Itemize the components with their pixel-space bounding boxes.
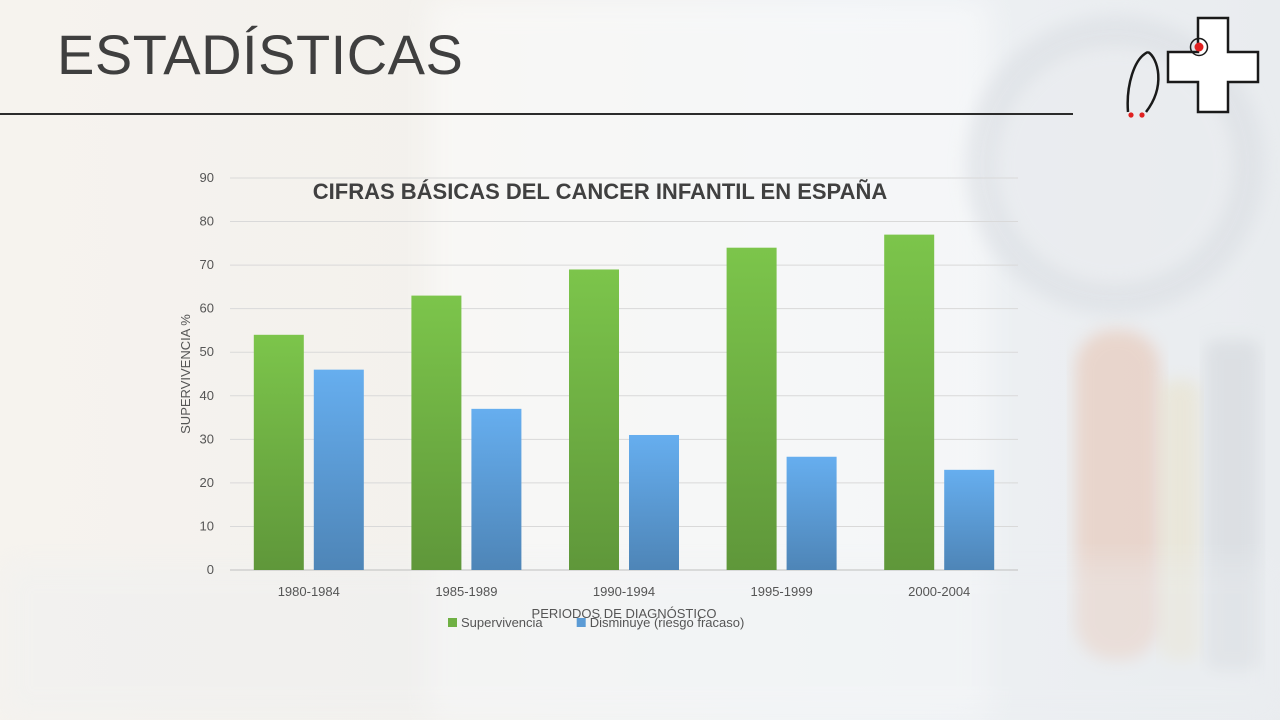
y-tick-label: 50 [200, 344, 214, 359]
bar-supervivencia-2000-2004 [884, 234, 935, 570]
legend-swatch [448, 618, 457, 627]
y-tick-label: 30 [200, 431, 214, 446]
bar-disminuye-1980-1984 [313, 369, 364, 570]
bar-disminuye-1990-1994 [629, 434, 679, 570]
x-tick-label: 1980-1984 [278, 584, 340, 599]
bar-supervivencia-1985-1989 [411, 295, 462, 570]
bar-supervivencia-1980-1984 [253, 334, 304, 570]
y-axis-ticks: 0 10 20 30 40 50 60 70 80 90 [200, 170, 214, 577]
y-tick-label: 80 [200, 214, 214, 229]
chart-title: CIFRAS BÁSICAS DEL CANCER INFANTIL EN ES… [313, 179, 888, 204]
medical-cross-stethoscope-icon [1126, 16, 1260, 118]
bar-disminuye-1985-1989 [471, 408, 522, 570]
legend-entry: Disminuye (riesgo fracaso) [590, 615, 745, 630]
title-divider [0, 113, 1073, 115]
bar-disminuye-1995-1999 [786, 456, 837, 570]
legend-swatch [576, 618, 586, 627]
x-tick-label: 1985-1989 [435, 584, 497, 599]
x-tick-label: 1995-1999 [751, 584, 813, 599]
bar-supervivencia-1995-1999 [726, 247, 777, 570]
x-tick-label: 2000-2004 [908, 584, 970, 599]
legend-entry: Supervivencia [461, 615, 543, 630]
x-tick-label: 1990-1994 [593, 584, 655, 599]
y-tick-label: 90 [200, 170, 214, 185]
bar-disminuye-2000-2004 [944, 469, 995, 570]
y-tick-label: 10 [200, 518, 214, 533]
x-axis-ticks: 1980-1984 1985-1989 1990-1994 1995-1999 2000… [278, 584, 971, 599]
y-axis-label: SUPERVIVENCIA % [178, 314, 193, 434]
y-tick-label: 0 [207, 562, 214, 577]
chart-bars [253, 234, 995, 570]
y-tick-label: 60 [200, 301, 214, 316]
y-tick-label: 70 [200, 257, 214, 272]
y-tick-label: 20 [200, 475, 214, 490]
y-tick-label: 40 [200, 388, 214, 403]
x-axis-label: PERIODOS DE DIAGNÓSTICO [532, 606, 717, 621]
slide-title: ESTADÍSTICAS [57, 23, 464, 86]
chart-legend: Supervivencia Disminuye (riesgo fracaso) [448, 615, 744, 630]
bar-supervivencia-1990-1994 [569, 269, 619, 570]
